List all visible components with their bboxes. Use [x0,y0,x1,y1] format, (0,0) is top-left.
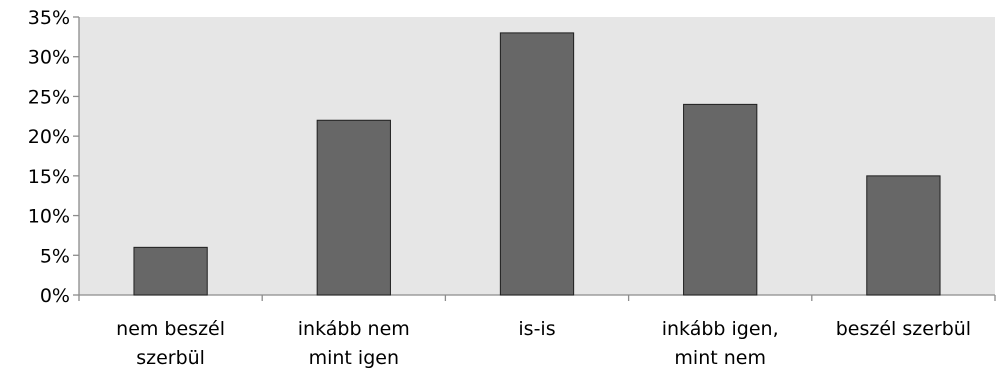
bar [316,119,391,296]
x-category-label-line: mint igen [309,347,399,369]
y-tick-label: 15% [28,166,70,188]
bar [133,246,208,296]
y-tick-label: 25% [28,86,70,108]
x-category-label: inkább igen, mint nem [662,318,779,369]
x-category-label-line: nem beszél [116,318,225,340]
x-category-label: is-is [518,318,555,340]
y-tick-label: 5% [40,245,70,267]
bar [683,103,758,296]
y-tick-label: 20% [28,126,70,148]
x-category-label: inkább nem mint igen [298,318,410,369]
x-category-label-line: szerbül [136,347,205,369]
x-category-label: beszél szerbül [836,318,971,340]
y-tick-label: 30% [28,47,70,69]
bar [499,32,575,296]
x-category-label: nem beszél szerbül [116,318,225,369]
y-tick-label: 0% [40,285,70,307]
bar [866,175,941,296]
x-category-label-line: beszél szerbül [836,318,971,340]
x-category-label-line: mint nem [674,347,766,369]
x-category-label-line: inkább nem [298,318,410,340]
y-tick-label: 35% [28,7,70,29]
x-category-label-line: inkább igen, [662,318,779,340]
x-category-label-line: is-is [518,318,555,340]
y-tick-label: 10% [28,206,70,228]
